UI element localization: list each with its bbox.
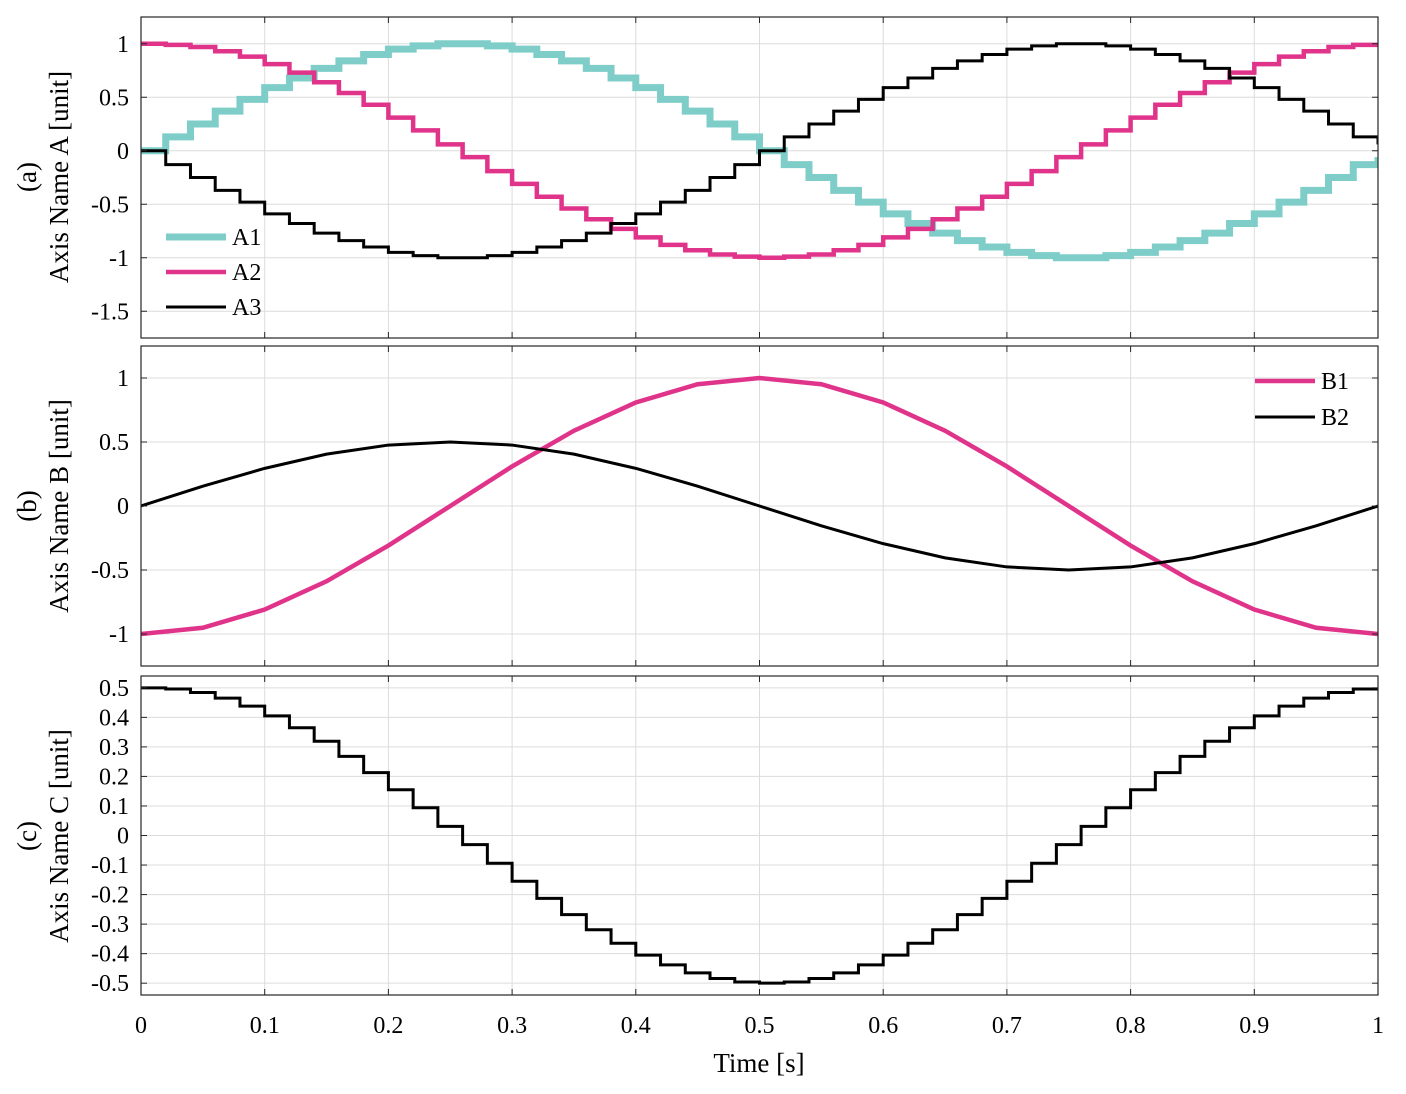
legend-label-a2: A2 — [232, 260, 261, 286]
panel-b-ylabel: Axis Name B [unit] — [44, 399, 74, 613]
y-tick-label: 0.3 — [99, 735, 129, 761]
y-tick-label: -0.3 — [91, 912, 129, 938]
y-tick-label: -0.5 — [91, 558, 129, 584]
panel-c-ylabel: Axis Name C [unit] — [44, 729, 74, 943]
x-tick-label: 0.2 — [373, 1013, 403, 1039]
y-tick-label: 0 — [117, 824, 129, 850]
y-tick-label: -0.5 — [91, 192, 129, 218]
x-tick-label: 0.5 — [745, 1013, 775, 1039]
y-tick-label: -1 — [109, 622, 129, 648]
x-tick-label: 0.1 — [250, 1013, 280, 1039]
x-axis-label: Time [s] — [713, 1048, 804, 1078]
panel-c-label: (c) — [12, 821, 42, 851]
y-tick-label: -0.2 — [91, 883, 129, 909]
y-tick-label: 0.4 — [99, 705, 129, 731]
y-tick-label: -0.4 — [91, 942, 129, 968]
legend-label-b2: B2 — [1321, 405, 1349, 431]
x-tick-label: 0.8 — [1116, 1013, 1146, 1039]
series-c1-line — [141, 686, 1378, 985]
y-tick-label: 0.5 — [99, 676, 129, 702]
series-a2-line — [141, 41, 1378, 260]
y-tick-label: 0 — [117, 494, 129, 520]
y-tick-label: 0.2 — [99, 764, 129, 790]
x-tick-label: 0.3 — [497, 1013, 527, 1039]
legend-label-b1: B1 — [1321, 369, 1349, 395]
x-tick-label: 0 — [135, 1013, 147, 1039]
panel-c: (c) Axis Name C [unit] Time [s] 0.5 0.4 0.… — [12, 675, 1384, 1078]
panel-a-label: (a) — [12, 162, 42, 192]
x-tick-label: 0.7 — [992, 1013, 1022, 1039]
series-b2-line — [141, 440, 1378, 572]
x-tick-label: 1 — [1372, 1013, 1384, 1039]
y-tick-label: 1 — [117, 32, 129, 58]
y-tick-label: 1 — [117, 366, 129, 392]
x-tick-label: 0.9 — [1239, 1013, 1269, 1039]
legend: A1 A2 A3 — [166, 225, 261, 321]
y-tick-label: 0 — [117, 139, 129, 165]
y-tick-label: 0.5 — [99, 430, 129, 456]
x-tick-label: 0.4 — [621, 1013, 651, 1039]
y-tick-label: -0.5 — [91, 971, 129, 997]
panel-a: (a) Axis Name A [unit] 1 0.5 0 -0.5 -1 -1.5 A1… — [12, 16, 1379, 339]
x-tick-label: 0.6 — [868, 1013, 898, 1039]
legend-label-a3: A3 — [232, 295, 261, 321]
y-tick-label: -1.5 — [91, 299, 129, 325]
y-tick-label: 0.1 — [99, 794, 129, 820]
panel-b-label: (b) — [12, 490, 42, 521]
series-a3-line — [141, 42, 1378, 260]
y-tick-label: 0.5 — [99, 85, 129, 111]
y-tick-label: -1 — [109, 246, 129, 272]
legend-label-a1: A1 — [232, 225, 261, 251]
panel-a-ylabel: Axis Name A [unit] — [44, 71, 74, 283]
series-b1-line — [141, 375, 1378, 637]
y-tick-label: -0.1 — [91, 853, 129, 879]
